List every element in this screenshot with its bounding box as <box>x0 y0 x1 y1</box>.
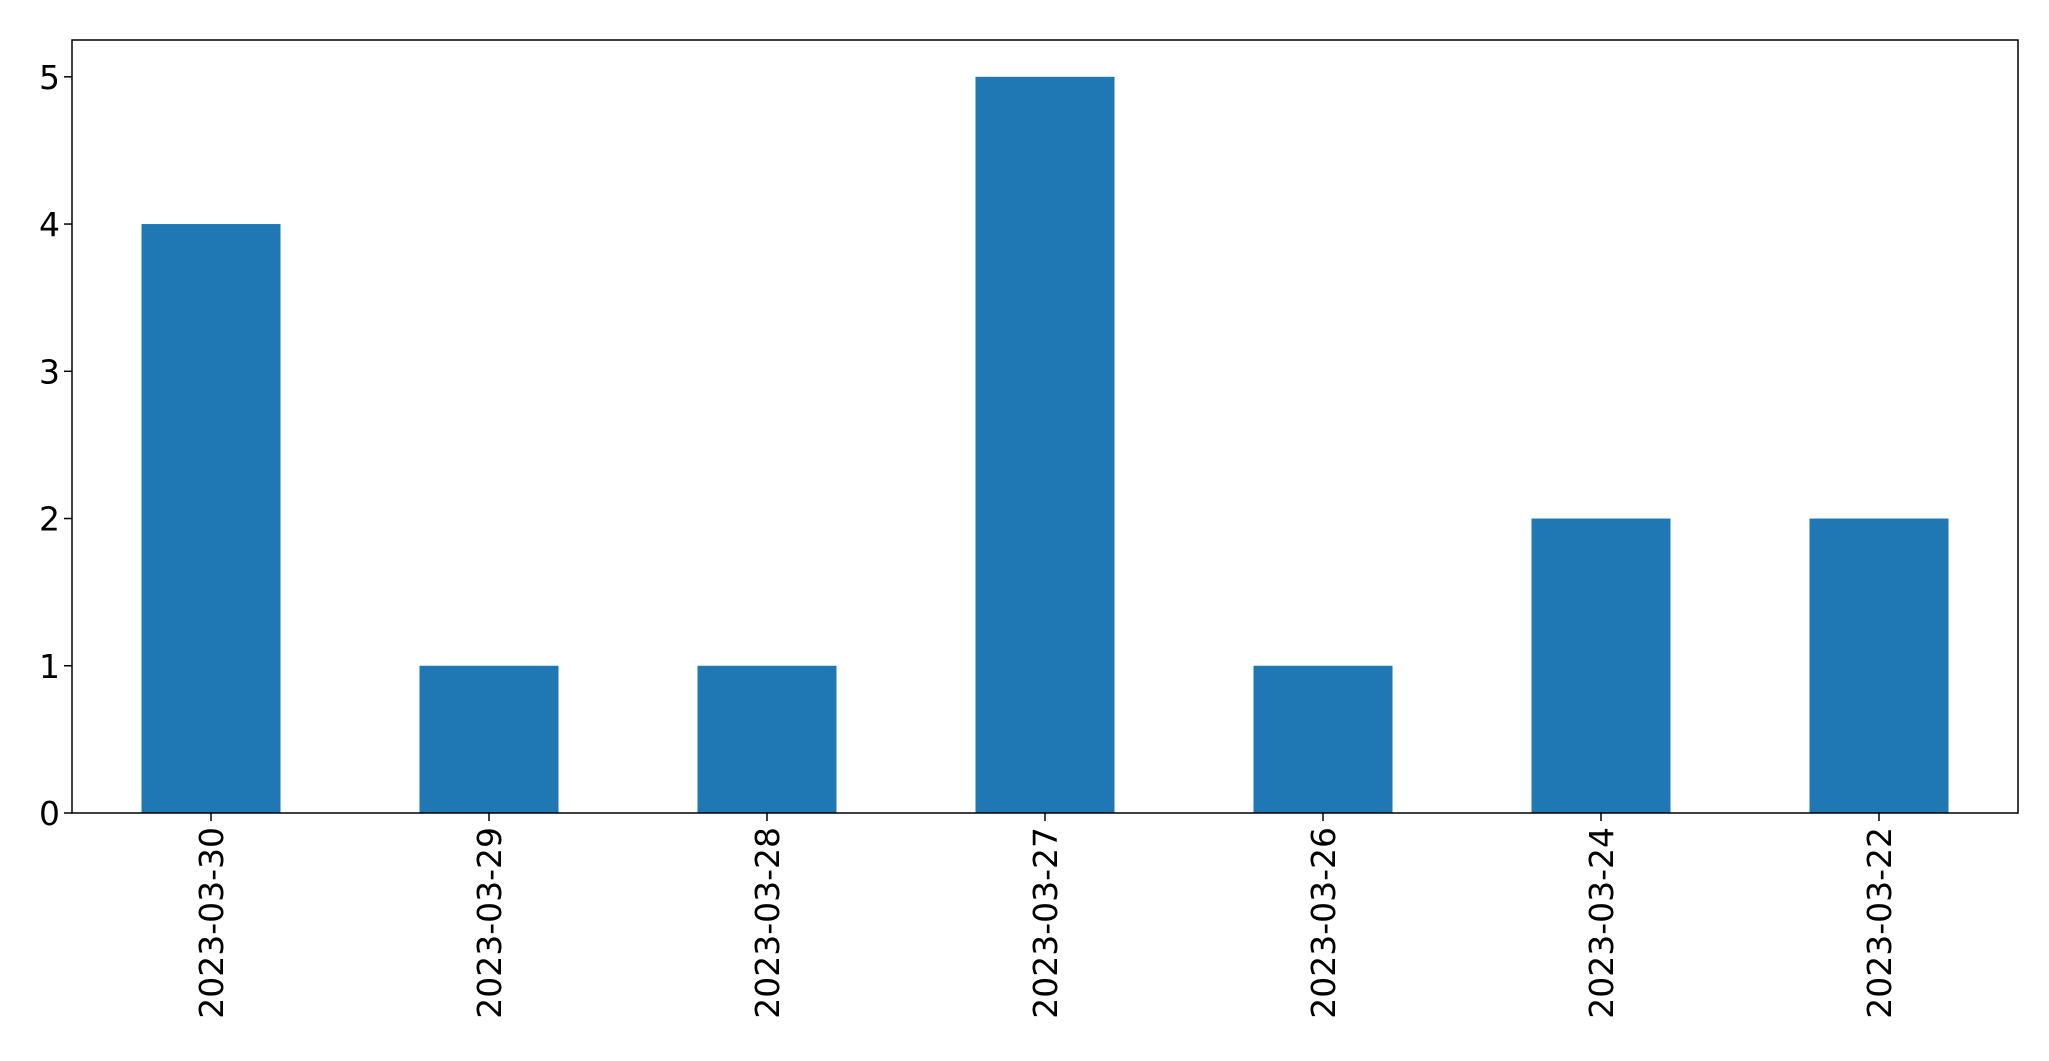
y-tick-label: 0 <box>39 794 60 833</box>
y-tick-label: 4 <box>39 205 60 244</box>
x-tick-label: 2023-03-28 <box>748 827 787 1019</box>
bar-2023-03-26 <box>1253 665 1393 813</box>
y-axis-ticks: 0 1 2 3 4 5 <box>39 58 72 833</box>
x-tick-label: 2023-03-29 <box>470 827 509 1019</box>
bar-2023-03-24 <box>1531 518 1671 813</box>
x-tick-label: 2023-03-26 <box>1304 827 1343 1019</box>
y-tick-label: 1 <box>39 647 60 686</box>
bar-2023-03-29 <box>419 665 559 813</box>
x-tick-label: 2023-03-22 <box>1860 827 1899 1019</box>
bar-2023-03-22 <box>1809 518 1949 813</box>
plot-frame <box>71 39 2019 814</box>
bars-layer <box>141 76 1949 814</box>
bar-2023-03-28 <box>697 665 837 813</box>
x-axis-ticks: 2023-03-30 2023-03-29 2023-03-28 2023-03-27… <box>192 813 1899 1019</box>
y-tick-label: 3 <box>39 352 60 391</box>
x-tick-label: 2023-03-24 <box>1582 827 1621 1019</box>
bar-2023-03-30 <box>141 224 281 814</box>
bar-2023-03-27 <box>975 76 1115 814</box>
x-tick-label: 2023-03-27 <box>1026 827 1065 1019</box>
y-tick-label: 5 <box>39 58 60 97</box>
x-tick-label: 2023-03-30 <box>192 827 231 1019</box>
y-tick-label: 2 <box>39 500 60 539</box>
